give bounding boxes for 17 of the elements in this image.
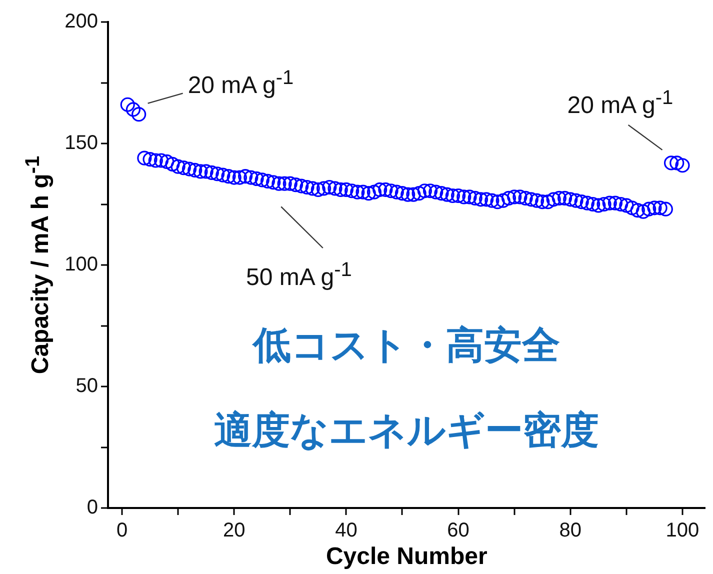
- x-tick-label: 40: [335, 520, 358, 542]
- annotation: 20 mA g$^{-1}$: [188, 66, 294, 99]
- annotation: 適度なエネルギー密度: [214, 408, 599, 452]
- x-tick-label: 60: [447, 520, 470, 542]
- annotation: 20 mA g$^{-1}$: [567, 87, 674, 120]
- y-tick-label: 0: [86, 496, 98, 519]
- x-tick-label: 100: [666, 520, 700, 542]
- y-tick-label: 150: [64, 132, 98, 154]
- x-axis-title: Cycle Number: [326, 543, 488, 570]
- annotation: 低コスト・高安全: [252, 322, 560, 367]
- x-tick-label: 0: [116, 520, 128, 542]
- y-tick-label: 100: [64, 254, 98, 276]
- y-tick-label: 50: [76, 375, 98, 398]
- y-tick-label: 200: [64, 10, 98, 33]
- x-tick-label: 20: [222, 520, 246, 542]
- annotation: 50 mA g$^{-1}$: [246, 259, 352, 292]
- x-tick-label: 80: [559, 520, 582, 542]
